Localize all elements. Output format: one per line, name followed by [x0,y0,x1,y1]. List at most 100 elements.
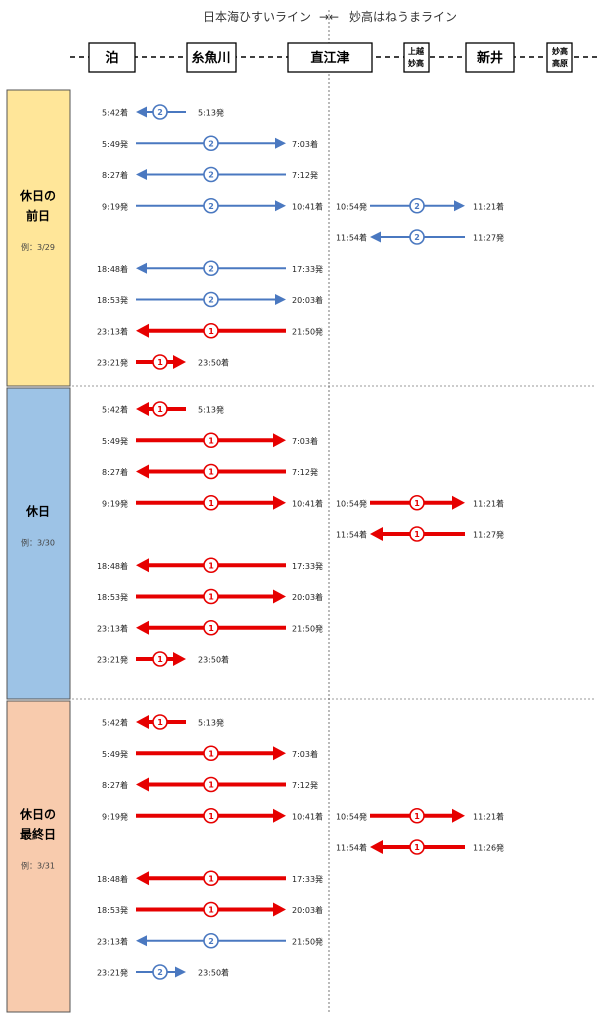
car-count-label: 1 [208,812,214,821]
train-arrow-naoetsu-arai: 1 10:54発 11:21着 [336,807,504,824]
train-arrow-tomari-naoetsu: 2 18:53発 20:03着 [97,291,323,308]
car-count-circle [203,588,219,605]
time-left: 23:13着 [97,936,128,946]
time-right: 5:13発 [198,109,224,118]
time-right: 7:12発 [292,781,318,790]
train-arrow-tomari-naoetsu: 1 23:13着 21:50発 [97,322,323,339]
station-name: 泊 [105,50,118,66]
header-right-line-name: 妙高はねうまライン [349,9,457,24]
section-panel [6,387,71,700]
car-count-label: 1 [414,499,420,508]
car-count-label: 1 [157,718,163,727]
car-count-label: 1 [414,812,420,821]
car-count-label: 2 [157,108,163,117]
section-panel [6,89,71,387]
section-title-line: 前日 [26,208,50,223]
train-arrow-tomari-naoetsu: 1 18:53発 20:03着 [97,588,323,605]
time-left: 9:19発 [102,202,128,211]
time-right: 20:03着 [292,295,323,305]
time-left: 23:21発 [97,359,128,368]
time-left: 23:21発 [97,969,128,978]
time-left: 8:27着 [102,170,128,180]
train-arrow-naoetsu-arai: 1 11:54着 11:27発 [336,526,504,542]
arrow-head [275,137,286,149]
station-tomari: 泊 [88,42,136,73]
train-arrow-naoetsu-arai: 1 10:54発 11:21着 [336,494,504,511]
time-right: 11:27発 [473,234,504,243]
train-arrow-tomari-naoetsu: 1 18:48着 17:33発 [97,557,323,574]
time-right: 21:50発 [292,624,323,633]
car-count-circle [152,651,168,667]
train-arrow-tomari-naoetsu: 1 8:27着 7:12発 [102,463,318,480]
arrow-head [370,840,383,854]
car-count-label: 1 [414,843,420,852]
time-right: 10:41着 [292,811,323,821]
car-count-label: 1 [208,327,214,336]
arrow-head [273,746,286,761]
time-right: 17:33発 [292,875,323,884]
time-left: 8:27着 [102,780,128,790]
time-right: 23:50着 [198,655,229,665]
train-arrow-tomari-naoetsu: 1 18:48着 17:33発 [97,870,323,887]
train-arrow-tomari-itoigawa: 1 5:42着 5:13発 [102,401,224,417]
arrow-head [136,464,149,479]
train-arrow-tomari-naoetsu: 2 8:27着 7:12発 [102,166,318,183]
time-left: 9:19発 [102,499,128,508]
car-count-circle [409,197,425,214]
arrow-head [273,589,286,604]
train-arrow-tomari-naoetsu: 1 8:27着 7:12発 [102,776,318,793]
station-name: 直江津 [310,50,349,66]
car-count-circle [203,619,219,636]
arrow-head [136,715,149,729]
station-box [546,42,573,73]
car-count-circle [409,494,425,511]
arrow-head [175,966,186,978]
car-count-label: 2 [208,139,214,148]
train-arrow-tomari-itoigawa: 2 23:21発 23:50着 [97,964,229,980]
train-arrow-tomari-itoigawa: 1 23:21発 23:50着 [97,651,229,667]
train-arrow-naoetsu-arai: 1 11:54着 11:26発 [336,839,504,855]
time-right: 23:50着 [198,358,229,368]
car-count-label: 2 [208,264,214,273]
train-arrow-tomari-naoetsu: 2 5:49発 7:03着 [102,135,318,152]
arrow-head [370,527,383,541]
station-box [287,42,373,73]
car-count-label: 1 [208,436,214,445]
time-right: 5:13発 [198,719,224,728]
time-right: 11:21着 [473,498,504,508]
car-count-circle [203,745,219,762]
car-count-label: 1 [157,358,163,367]
car-count-circle [203,557,219,574]
car-count-circle [203,166,219,183]
car-count-circle [203,260,219,277]
time-left: 11:54着 [336,530,367,540]
car-count-label: 1 [208,624,214,633]
car-count-circle [152,714,168,730]
arrow-head [273,433,286,448]
car-count-circle [203,807,219,824]
time-right: 10:41着 [292,498,323,508]
time-left: 18:53発 [97,593,128,602]
time-right: 21:50発 [292,327,323,336]
arrow-head [136,262,147,274]
car-count-circle [409,526,425,542]
time-left: 5:42着 [102,108,128,118]
header-direction-arrows: →← [319,10,339,24]
arrow-head [136,169,147,180]
car-count-circle [203,197,219,214]
arrow-head [452,808,465,823]
time-left: 18:48着 [97,264,128,274]
car-count-label: 1 [208,874,214,883]
station-name-line: 上越 [408,46,425,56]
car-count-circle [152,104,168,120]
time-left: 10:54発 [336,812,367,821]
station-box [403,42,430,73]
time-right: 7:03着 [292,139,318,149]
arrow-head [273,808,286,823]
section-example-date: 例：3/29 [21,242,55,252]
arrow-head [273,495,286,510]
section-panel [6,700,71,1013]
